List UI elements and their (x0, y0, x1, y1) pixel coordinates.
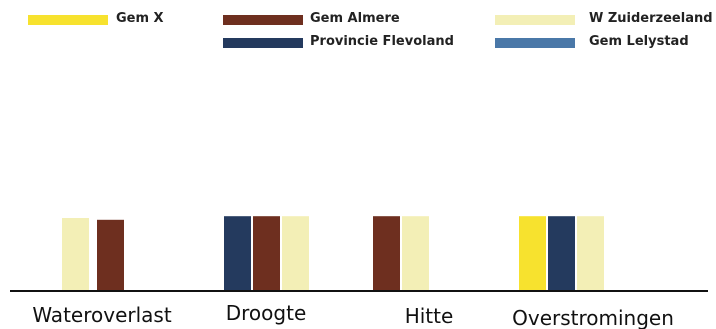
bar (577, 216, 604, 290)
x-tick-label: Droogte (226, 301, 307, 325)
legend-swatch (223, 38, 303, 48)
legend-label: Gem X (116, 11, 164, 26)
legend-label: W Zuiderzeeland (589, 11, 713, 26)
legend-label: Gem Almere (310, 11, 400, 26)
bar (519, 216, 546, 290)
bar (253, 216, 280, 290)
legend-label: Provincie Flevoland (310, 34, 454, 49)
x-tick-label: Wateroverlast (32, 303, 172, 327)
bar (97, 219, 124, 290)
x-tick-label: Overstromingen (512, 306, 674, 329)
bar (282, 216, 309, 290)
bar (62, 218, 89, 290)
legend-swatch (495, 15, 575, 25)
bar (402, 216, 429, 290)
legend-label: Gem Lelystad (589, 34, 689, 49)
bar (373, 216, 400, 290)
legend-swatch (495, 38, 575, 48)
x-tick-label: Hitte (405, 304, 454, 328)
bar (548, 216, 575, 290)
legend-swatch (28, 15, 108, 25)
bar (224, 216, 251, 290)
legend-swatch (223, 15, 303, 25)
